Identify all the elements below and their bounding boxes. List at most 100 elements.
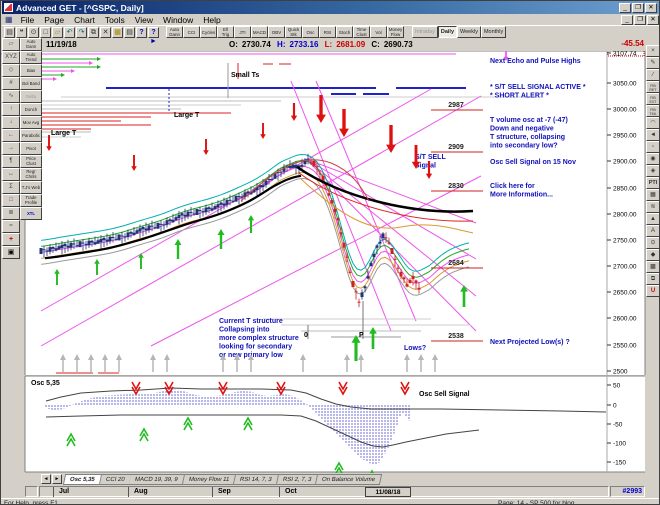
toolbar-icon-button[interactable]: ↷ [76, 26, 87, 38]
left-study-button[interactable]: Auto Gann [20, 38, 42, 51]
period-monthly-button[interactable]: Monthly [480, 26, 507, 38]
right-tool-button[interactable]: ▲ [646, 213, 659, 225]
left-tool-icon-button[interactable]: ← [2, 129, 20, 142]
study-toolbar-button[interactable]: OBV [268, 26, 285, 38]
toolbar-icon-button[interactable]: ▱ [52, 26, 63, 38]
period-intraday-button[interactable]: Intraday [412, 26, 438, 38]
toolbar-icon-button[interactable]: ? [136, 26, 147, 38]
right-tool-button[interactable]: FIB EXT [646, 93, 659, 105]
left-study-button[interactable]: Mov Avg [20, 116, 42, 129]
minimize-button[interactable]: _ [619, 2, 631, 13]
study-toolbar-button[interactable]: Osc [302, 26, 319, 38]
menu-item[interactable]: Chart [74, 14, 95, 25]
right-tool-button[interactable]: ▫ [646, 141, 659, 153]
study-toolbar-button[interactable]: MACD [251, 26, 268, 38]
right-tool-button[interactable]: ⧉ [646, 273, 659, 285]
study-toolbar-button[interactable]: Ell Trig [217, 26, 234, 38]
toolbar-icon-button[interactable]: ▤ [124, 26, 135, 38]
child-restore-button[interactable]: ❐ [634, 14, 646, 25]
left-study-button[interactable]: Donch [20, 103, 42, 116]
left-tool-icon-button[interactable]: □ [2, 194, 20, 207]
right-tool-button[interactable]: ◈ [646, 165, 659, 177]
left-tool-icon-button[interactable]: ≈ [2, 220, 20, 233]
toolbar-icon-button[interactable]: ▦ [112, 26, 123, 38]
right-tool-button[interactable]: A [646, 225, 659, 237]
left-tool-icon-button[interactable]: ◇ [2, 64, 20, 77]
left-tool-icon-button[interactable]: ≣ [2, 207, 20, 220]
period-daily-button[interactable]: Daily [437, 26, 458, 38]
right-tool-button[interactable]: U [646, 285, 659, 297]
menu-item[interactable]: Tools [104, 14, 125, 25]
left-study-button[interactable]: Regr Chnls [20, 168, 42, 181]
toolbar-icon-button[interactable]: ❝ [16, 26, 27, 38]
right-tool-button[interactable]: ≋ [646, 201, 659, 213]
left-tool-icon-button[interactable]: ¶ [2, 155, 20, 168]
left-study-button[interactable]: XTL [20, 207, 42, 220]
main-chart[interactable]: 3107.74 3050.00 3000.00 2950.00 2900.00 2850.… [1, 51, 660, 375]
study-toolbar-button[interactable]: Vol [370, 26, 387, 38]
study-toolbar-button[interactable]: RSI [319, 26, 336, 38]
right-tool-button[interactable]: ◆ [646, 249, 659, 261]
right-tool-button[interactable]: ◠ [646, 117, 659, 129]
study-toolbar-button[interactable]: Cycles [200, 26, 217, 38]
indicator-tab[interactable]: CCI 20 [99, 473, 132, 485]
study-toolbar-button[interactable]: Quick Stk [285, 26, 302, 38]
right-tool-button[interactable]: ◄ [646, 129, 659, 141]
right-tool-button[interactable]: × [646, 45, 659, 57]
left-study-button[interactable]: Pivot [20, 142, 42, 155]
toolbar-icon-button[interactable]: ▤ [4, 26, 15, 38]
period-weekly-button[interactable]: Weekly [457, 26, 481, 38]
indicator-tab[interactable]: MACD 19, 39, 9 [129, 473, 186, 485]
right-tool-button[interactable]: ◉ [646, 153, 659, 165]
menu-item[interactable]: View [134, 14, 154, 25]
left-tool-icon-button[interactable]: ↔ [2, 168, 20, 181]
menu-item[interactable]: Help [203, 14, 221, 25]
restore-button[interactable]: ❐ [632, 2, 644, 13]
left-tool-icon-button[interactable]: XYZ [2, 51, 20, 64]
left-study-button[interactable]: Parabolic [20, 129, 42, 142]
left-study-button[interactable]: Auto Trend [20, 51, 42, 64]
right-tool-button[interactable]: ∕ [646, 69, 659, 81]
close-button[interactable]: ✕ [645, 2, 657, 13]
study-toolbar-button[interactable]: CCI [183, 26, 200, 38]
menu-item[interactable]: Window [163, 14, 194, 25]
study-toolbar-button[interactable]: Auto Gann [166, 26, 183, 38]
left-study-button[interactable]: Trade Profile [20, 194, 42, 207]
right-tool-button[interactable]: ▦ [646, 189, 659, 201]
study-toolbar-button[interactable]: Money Flow [387, 26, 404, 38]
tab-scroll-left-button[interactable]: ◄ [41, 474, 51, 484]
indicator-tab[interactable]: Money Flow 11 [182, 473, 237, 485]
tab-scroll-right-button[interactable]: ► [52, 474, 62, 484]
menu-item[interactable]: Page [44, 14, 65, 25]
toolbar-icon-button[interactable]: ✕ [100, 26, 111, 38]
toolbar-icon-button[interactable]: ⊙ [28, 26, 39, 38]
left-tool-icon-button[interactable]: → [2, 142, 20, 155]
indicator-tab[interactable]: RSI 14, 7, 3 [234, 473, 280, 485]
right-tool-button[interactable]: FIB TML [646, 105, 659, 117]
left-study-button[interactable]: T.J's Web [20, 181, 42, 194]
left-tool-icon-button[interactable]: ∿ [2, 90, 20, 103]
left-tool-icon-button[interactable]: ▱ [2, 38, 20, 51]
toolbar-icon-button[interactable]: □ [40, 26, 51, 38]
left-tool-icon-button[interactable]: ↓ [2, 116, 20, 129]
left-study-button[interactable]: Bias [20, 64, 42, 77]
left-study-button[interactable]: Delta [20, 90, 42, 103]
right-tool-button[interactable]: ✎ [646, 57, 659, 69]
right-tool-button[interactable]: ▩ [646, 261, 659, 273]
left-extra-button[interactable]: ▣ [2, 246, 20, 259]
left-study-button[interactable]: Price Clust [20, 155, 42, 168]
toolbar-icon-button[interactable]: ⧉ [88, 26, 99, 38]
toolbar-icon-button[interactable]: ↶ [64, 26, 75, 38]
menu-item[interactable]: File [20, 14, 35, 25]
left-tool-icon-button[interactable]: ↑ [2, 103, 20, 116]
indicator-tab[interactable]: Osc 5,35 [62, 473, 102, 485]
child-close-button[interactable]: ✕ [647, 14, 659, 25]
right-tool-button[interactable]: FIB RET [646, 81, 659, 93]
left-study-button[interactable]: Bol Band [20, 77, 42, 90]
study-toolbar-button[interactable]: JTI [234, 26, 251, 38]
indicator-tab[interactable]: On Balance Volume [316, 473, 383, 485]
oscillator-panel[interactable]: 50 0 -50 -100 -150 Osc 5,35 Osc Sell Signal [1, 375, 660, 473]
indicator-tab[interactable]: RSI 2, 7, 3 [276, 473, 319, 485]
left-extra-button[interactable]: + [2, 233, 20, 246]
study-toolbar-button[interactable]: Stoch [336, 26, 353, 38]
